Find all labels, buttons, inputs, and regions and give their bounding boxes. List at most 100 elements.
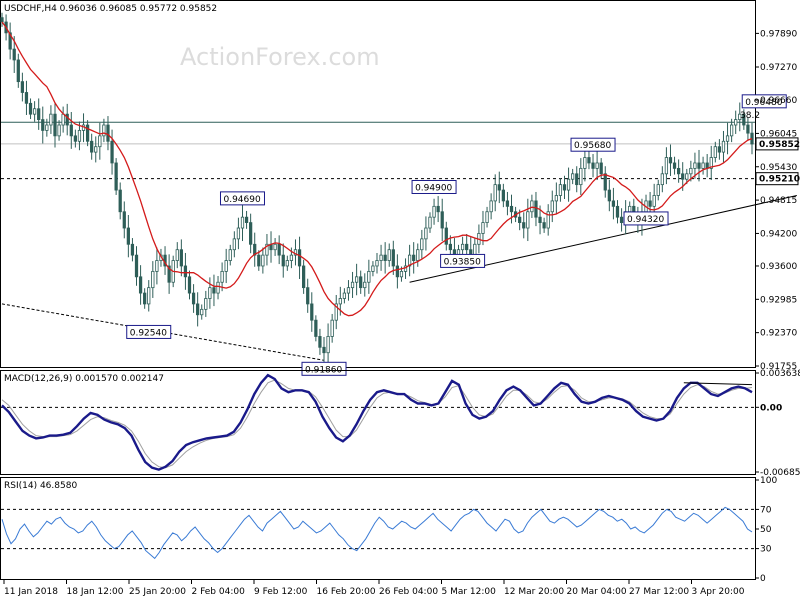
candle-body (616, 206, 618, 217)
candle-body (518, 217, 520, 222)
price-tick-label: 0.97270 (760, 63, 797, 73)
candle-body (730, 125, 732, 136)
annotation-label: 0.93850 (444, 257, 481, 267)
candle-body (201, 309, 203, 314)
candle-body (347, 288, 349, 293)
candle-body (722, 141, 724, 152)
candle-body (311, 304, 313, 320)
x-tick-label: 26 Feb 04:00 (379, 587, 438, 597)
candle-body (600, 163, 602, 174)
price-box: 0.95210 (756, 173, 800, 185)
candle-body (433, 206, 435, 217)
candle-body (669, 158, 671, 163)
candle-body (388, 250, 390, 261)
candle-body (698, 163, 700, 168)
candle-body (282, 255, 284, 266)
candle-body (21, 82, 23, 93)
candle-body (661, 174, 663, 185)
candle-body (523, 223, 525, 228)
candle-body (74, 136, 76, 141)
x-tick-label: 3 Apr 20:00 (692, 587, 745, 597)
candle-body (608, 190, 610, 201)
price-horizontal-lines (1, 122, 755, 178)
candle-body (229, 250, 231, 261)
x-tick-label: 16 Feb 20:00 (317, 587, 376, 597)
candle-body (690, 168, 692, 173)
candle-body (262, 255, 264, 266)
candle-body (559, 185, 561, 196)
macd-tick-label: 0.00 (760, 403, 782, 413)
candle-body (135, 255, 137, 277)
candle-body (486, 212, 488, 223)
candle-body (681, 174, 683, 179)
macd-pane: MACD(12,26,9) 0.001570 0.002147 0.003638… (1, 369, 800, 478)
candle-body (563, 185, 565, 190)
candle-body (115, 163, 117, 190)
price-y-axis: 0.978900.972700.966600.960450.954300.948… (755, 29, 797, 372)
candle-body (445, 228, 447, 244)
annotation-label: 0.92540 (130, 328, 167, 338)
candle-body (364, 282, 366, 287)
candle-body (103, 125, 105, 136)
price-annotation: 0.94690 (220, 192, 264, 205)
candle-body (588, 158, 590, 163)
candle-body (425, 228, 427, 239)
candle-body (417, 250, 419, 261)
price-tick-label: 0.92370 (760, 329, 797, 339)
candle-body (245, 217, 247, 222)
candle-body (543, 223, 545, 228)
x-tick-label: 9 Feb 12:00 (254, 587, 308, 597)
candle-body (42, 120, 44, 131)
candle-body (315, 320, 317, 336)
candle-body (298, 250, 300, 266)
candle-body (412, 255, 414, 260)
candle-body (180, 250, 182, 266)
rsi-title: RSI(14) 46.8580 (4, 481, 77, 491)
candle-body (502, 190, 504, 201)
candle-body (604, 174, 606, 190)
candle-body (62, 114, 64, 125)
rsi-tick-label: 100 (760, 476, 777, 486)
candle-body (306, 288, 308, 304)
candle-body (400, 271, 402, 276)
price-annotation: 0.95680 (571, 138, 615, 151)
candle-body (510, 206, 512, 211)
candle-body (17, 60, 19, 82)
candle-body (384, 255, 386, 260)
candle-body (531, 201, 533, 212)
candle-body (649, 201, 651, 206)
candle-body (196, 304, 198, 315)
x-tick-label: 11 Jan 2018 (4, 587, 58, 597)
price-annotation: 0.94900 (412, 180, 456, 193)
candle-body (86, 125, 88, 141)
rsi-tick-label: 70 (760, 505, 772, 515)
candle-body (37, 109, 39, 120)
x-tick-label: 18 Jan 12:00 (67, 587, 124, 597)
candle-body (139, 277, 141, 293)
candle-body (241, 217, 243, 228)
candle-body (677, 168, 679, 173)
candle-body (580, 168, 582, 184)
annotation-label: 0.94900 (415, 183, 452, 193)
candle-body (249, 223, 251, 245)
price-annotation: 0.93850 (441, 254, 485, 267)
candle-body (702, 163, 704, 168)
macd-title: MACD(12,26,9) 0.001570 0.002147 (4, 374, 164, 384)
candle-body (441, 212, 443, 228)
x-tick-label: 5 Mar 12:00 (442, 587, 497, 597)
candle-body (714, 147, 716, 158)
annotation-label: 0.94320 (627, 215, 664, 225)
candle-body (474, 244, 476, 255)
candle-body (50, 114, 52, 125)
candle-body (355, 277, 357, 282)
candle-body (209, 288, 211, 299)
price-tick-label: 0.94200 (760, 229, 797, 239)
candle-body (225, 261, 227, 272)
rsi-line (2, 507, 752, 558)
price-tick-label: 0.97890 (760, 29, 797, 39)
candle-body (620, 217, 622, 222)
candle-body (192, 293, 194, 304)
candle-body (506, 201, 508, 206)
